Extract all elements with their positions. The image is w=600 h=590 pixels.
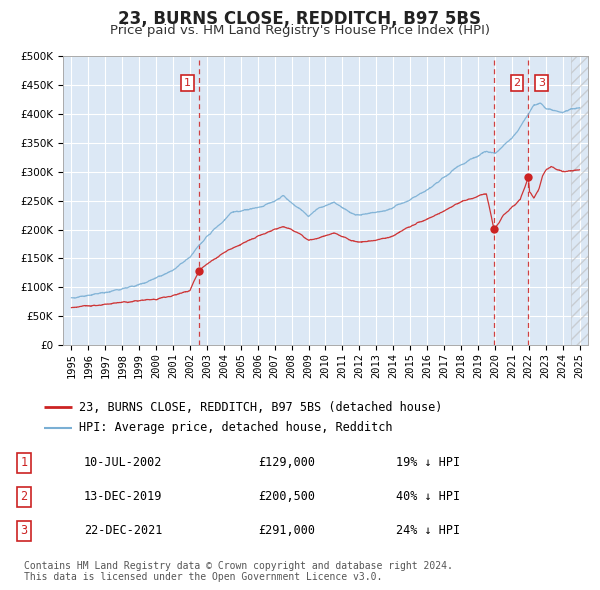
Text: 13-DEC-2019: 13-DEC-2019 bbox=[84, 490, 163, 503]
Text: 10-JUL-2002: 10-JUL-2002 bbox=[84, 456, 163, 469]
Text: 1: 1 bbox=[184, 78, 191, 88]
Text: 22-DEC-2021: 22-DEC-2021 bbox=[84, 525, 163, 537]
Text: £129,000: £129,000 bbox=[258, 456, 315, 469]
Text: Price paid vs. HM Land Registry's House Price Index (HPI): Price paid vs. HM Land Registry's House … bbox=[110, 24, 490, 37]
Text: 23, BURNS CLOSE, REDDITCH, B97 5BS: 23, BURNS CLOSE, REDDITCH, B97 5BS bbox=[119, 11, 482, 28]
Text: Contains HM Land Registry data © Crown copyright and database right 2024.: Contains HM Land Registry data © Crown c… bbox=[24, 562, 453, 571]
Text: £291,000: £291,000 bbox=[258, 525, 315, 537]
Text: 3: 3 bbox=[538, 78, 545, 88]
Text: 23, BURNS CLOSE, REDDITCH, B97 5BS (detached house): 23, BURNS CLOSE, REDDITCH, B97 5BS (deta… bbox=[79, 401, 442, 414]
Text: HPI: Average price, detached house, Redditch: HPI: Average price, detached house, Redd… bbox=[79, 421, 392, 434]
Text: 40% ↓ HPI: 40% ↓ HPI bbox=[396, 490, 460, 503]
Text: 1: 1 bbox=[20, 456, 28, 469]
Text: 2: 2 bbox=[514, 78, 520, 88]
Text: £200,500: £200,500 bbox=[258, 490, 315, 503]
Text: 3: 3 bbox=[20, 525, 28, 537]
Text: 24% ↓ HPI: 24% ↓ HPI bbox=[396, 525, 460, 537]
Text: This data is licensed under the Open Government Licence v3.0.: This data is licensed under the Open Gov… bbox=[24, 572, 382, 582]
Text: 2: 2 bbox=[20, 490, 28, 503]
Text: 19% ↓ HPI: 19% ↓ HPI bbox=[396, 456, 460, 469]
